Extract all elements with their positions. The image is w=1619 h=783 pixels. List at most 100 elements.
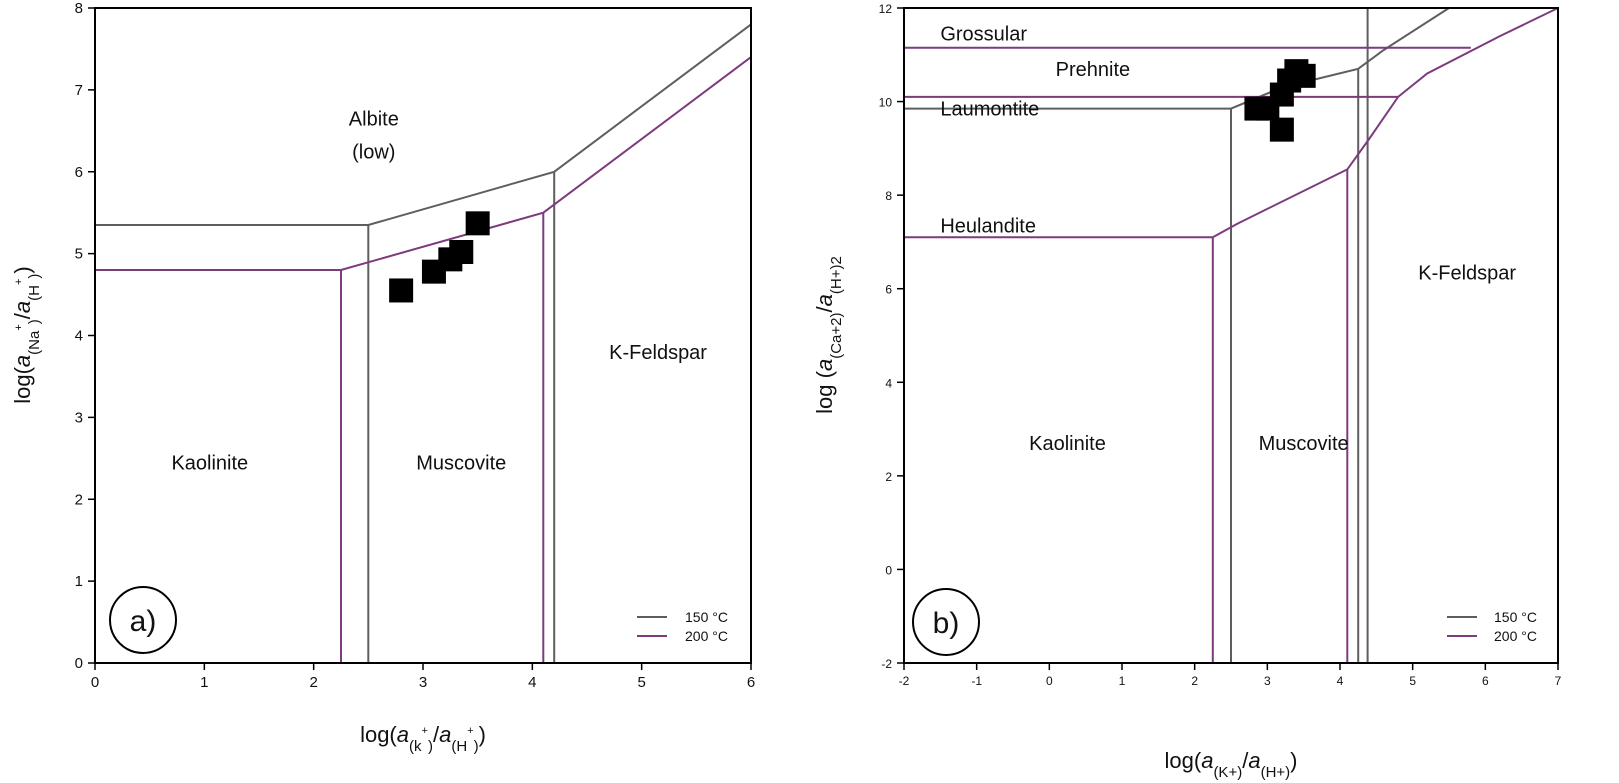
x-axis-title: log(a(k+)/a(H+)) (360, 722, 486, 755)
legend-label-150: 150 °C (1494, 609, 1537, 625)
axis-title-text: / (10, 312, 35, 319)
x-tick-label: 6 (1482, 674, 1489, 688)
x-tick-label: 2 (309, 674, 317, 691)
data-point (389, 278, 414, 303)
y-tick-label: 0 (885, 563, 892, 577)
axis-title-text: log( (1165, 748, 1202, 773)
data-point (1269, 117, 1294, 142)
axis-title-italic: a (439, 722, 451, 747)
y-tick-label: 6 (885, 283, 892, 297)
axis-title-text: ) (10, 266, 35, 273)
axis-title-italic: a (10, 355, 35, 367)
legend-label-150: 150 °C (685, 609, 728, 625)
y-tick-label: 12 (879, 2, 893, 16)
panel-label-circle (109, 586, 177, 654)
x-axis-title: log(a(K+)/a(H+)) (1165, 748, 1298, 781)
x-tick-label: 5 (1409, 674, 1416, 688)
y-tick-label: 5 (75, 246, 83, 263)
y-tick-label: 4 (75, 328, 83, 345)
axis-title-subscript: ) (474, 738, 479, 755)
x-tick-label: 3 (419, 674, 427, 691)
y-axis-title: log(a(Na+)/a(H+)) (10, 266, 43, 404)
axis-title-text: / (1242, 748, 1249, 773)
boundary-t200-0 (904, 7, 1559, 239)
axis-title-italic: a (1201, 748, 1213, 773)
axis-title-subscript: (H (26, 285, 43, 301)
y-tick-label: 2 (885, 470, 892, 484)
field-label: Albite (349, 109, 399, 131)
x-tick-label: 1 (200, 674, 208, 691)
axis-title-subscript: (H (451, 738, 467, 755)
axis-title-italic: a (397, 722, 409, 747)
y-tick-label: -2 (881, 657, 892, 671)
axis-title-superscript: + (467, 725, 473, 737)
y-tick-label: 4 (885, 376, 892, 390)
axis-title-subscript: ) (26, 274, 43, 279)
field-label: Kaolinite (171, 452, 248, 474)
y-axis-title: log (a(Ca+2)/a(H+)2 (812, 256, 845, 414)
panel-label: b) (933, 607, 960, 640)
field-label: Muscovite (416, 452, 506, 474)
field-label: K-Feldspar (1418, 262, 1516, 284)
chart-panel-b: -2 -1 0 1 2 3 4 5 6 7-2024681012GrossularPrehnite… (812, 2, 1562, 781)
field-label: Muscovite (1259, 433, 1349, 455)
axis-title-text: ) (1290, 748, 1297, 773)
axis-title-superscript: + (13, 324, 25, 330)
x-tick-label: 3 (1264, 674, 1271, 688)
axis-title-italic: a (812, 294, 837, 306)
field-label: K-Feldspar (609, 342, 707, 364)
axis-title-italic: a (1248, 748, 1260, 773)
axis-title-text: log ( (812, 370, 837, 413)
field-label: Kaolinite (1029, 433, 1106, 455)
field-label: (low) (352, 141, 395, 163)
legend-label-200: 200 °C (1494, 628, 1537, 644)
axis-title-text: ) (479, 722, 486, 747)
axis-title-subscript: (H+)2 (828, 256, 845, 294)
x-tick-label: 0 (1046, 674, 1053, 688)
axis-title-subscript: (H+) (1261, 764, 1291, 781)
axis-title-subscript: (K+) (1213, 764, 1242, 781)
field-label: Laumontite (940, 99, 1039, 121)
x-tick-label: 2 (1191, 674, 1198, 688)
x-tick-label: 6 (747, 674, 755, 691)
x-tick-label: -1 (971, 674, 982, 688)
data-point (1291, 63, 1316, 88)
x-tick-label: -2 (899, 674, 910, 688)
legend-label-200: 200 °C (685, 628, 728, 644)
axis-title-text: log( (360, 722, 397, 747)
axis-title-text: / (433, 722, 440, 747)
axis-title-superscript: + (422, 725, 428, 737)
axis-title-text: / (812, 305, 837, 312)
panel-label: a) (130, 605, 157, 638)
y-tick-label: 6 (75, 164, 83, 181)
boundary-t200-0 (95, 56, 752, 271)
data-point (465, 211, 490, 236)
field-label: Prehnite (1056, 59, 1131, 81)
x-tick-label: 4 (528, 674, 536, 691)
axis-title-text: log( (10, 366, 35, 403)
y-tick-label: 0 (75, 655, 83, 672)
field-label: Heulandite (940, 216, 1036, 238)
axis-title-subscript: ) (26, 319, 43, 324)
axis-title-subscript: (Na (26, 330, 43, 355)
y-tick-label: 1 (75, 573, 83, 590)
x-tick-label: 0 (91, 674, 99, 691)
axis-title-subscript: (k (409, 738, 422, 755)
boundary-t150-0 (904, 7, 1450, 110)
x-tick-label: 5 (637, 674, 645, 691)
boundary-t150-0 (95, 23, 752, 226)
y-tick-label: 8 (885, 189, 892, 203)
data-point (449, 239, 474, 264)
axes-frame (903, 7, 1559, 664)
chart-panel-a: 0 1 2 3 4 5 6 0 1 2 3 4 5 6 7 8 Albite (low) Kaolinite Musc… (10, 0, 755, 755)
y-tick-label: 3 (75, 409, 83, 426)
panel-label-circle (912, 588, 980, 656)
axes-frame (94, 7, 752, 664)
x-tick-label: 7 (1555, 674, 1562, 688)
x-tick-label: 1 (1119, 674, 1126, 688)
y-tick-label: 2 (75, 491, 83, 508)
axis-title-subscript: ) (428, 738, 433, 755)
axis-title-italic: a (10, 301, 35, 313)
y-tick-label: 10 (879, 96, 893, 110)
